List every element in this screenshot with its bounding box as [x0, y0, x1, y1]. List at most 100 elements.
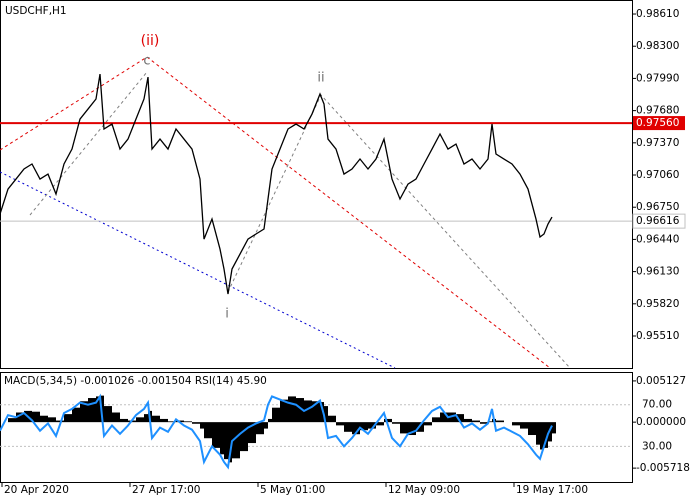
macd-bar: [552, 422, 556, 434]
y-tick-label: 0.96440: [636, 233, 679, 245]
macd-bar: [96, 396, 100, 423]
macd-bar: [72, 407, 80, 423]
y-tick-label: 0.005127: [636, 375, 686, 387]
wave-label: i: [225, 307, 229, 322]
y2-tick-label: 70.00: [642, 399, 672, 411]
y-tick-label: 0.97990: [636, 72, 679, 84]
macd-bar: [496, 420, 504, 423]
macd-bar: [120, 418, 128, 423]
macd-bar: [304, 400, 312, 423]
y-tick-label: 0.98610: [636, 8, 679, 20]
macd-bar: [220, 422, 224, 455]
macd-bar: [272, 407, 280, 423]
last-price-tag: [632, 213, 686, 229]
macd-bar: [32, 411, 40, 423]
macd-bar: [488, 421, 492, 423]
macd-bar: [240, 422, 248, 452]
y-tick-label: 0.96130: [636, 266, 679, 278]
macd-bar: [40, 415, 48, 423]
indicator-title: MACD(5,34,5) -0.001026 -0.001504 RSI(14)…: [4, 375, 267, 387]
y2-tick-label: 30.00: [642, 440, 672, 452]
macd-bar: [324, 406, 328, 423]
level-tag: [633, 116, 685, 131]
macd-bar: [88, 398, 96, 423]
macd-bar: [536, 422, 540, 445]
macd-bar: [280, 399, 288, 423]
x-tick-label: 20 Apr 2020: [4, 484, 69, 496]
y-tick-label: 0.97060: [636, 169, 679, 181]
macd-bar: [104, 406, 112, 423]
macd-bar: [376, 422, 384, 426]
macd-bar: [512, 422, 520, 426]
macd-bar: [256, 422, 264, 435]
x-tick-label: 27 Apr 17:00: [132, 484, 200, 496]
macd-bar: [56, 420, 64, 423]
macd-bar: [64, 414, 72, 423]
channel-line: [0, 171, 396, 369]
macd-bar: [288, 396, 296, 423]
macd-bar: [168, 421, 176, 423]
wave-line: [29, 71, 148, 216]
macd-bar: [480, 422, 488, 424]
macd-bar: [544, 422, 548, 448]
y-tick-label: 0.95820: [636, 298, 679, 310]
macd-bar: [160, 418, 168, 423]
macd-bar: [424, 422, 432, 426]
x-tick-label: 12 May 09:00: [388, 484, 460, 496]
macd-bar: [232, 422, 240, 459]
macd-bar: [336, 422, 344, 426]
macd-bar: [248, 422, 256, 444]
y-tick-label: 0.000000: [636, 416, 686, 428]
macd-bar: [520, 422, 528, 429]
macd-bar: [268, 418, 272, 423]
macd-bar: [392, 422, 400, 424]
macd-bar: [440, 412, 448, 423]
macd-bar: [408, 422, 416, 436]
y-tick-label: 0.97370: [636, 137, 679, 149]
y-tick-label: 0.97680: [636, 105, 679, 117]
macd-bar: [360, 422, 368, 431]
indicator-panel-frame: [0, 372, 633, 483]
macd-bar: [472, 420, 480, 423]
macd-bar: [152, 415, 160, 423]
macd-bar: [312, 401, 320, 423]
macd-bar: [212, 422, 220, 448]
macd-bar: [320, 402, 324, 423]
macd-bar: [352, 422, 360, 435]
macd-bar: [464, 418, 472, 423]
macd-bar: [192, 422, 200, 424]
macd-bar: [228, 422, 232, 463]
price-line: [0, 73, 553, 295]
wave-label: c: [143, 54, 150, 69]
macd-bar: [144, 414, 148, 423]
macd-bar: [8, 418, 16, 423]
macd-bar: [344, 422, 352, 432]
chart-title: USDCHF,H1: [5, 5, 67, 17]
macd-bar: [112, 412, 120, 423]
rsi-line: [0, 393, 553, 470]
macd-bar: [200, 422, 204, 429]
macd-bar: [224, 422, 228, 460]
x-tick-label: 19 May 17:00: [516, 484, 588, 496]
macd-bar: [448, 412, 456, 423]
y-tick-label: -0.005718: [636, 462, 690, 474]
macd-bar: [528, 422, 536, 436]
macd-bar: [400, 422, 408, 434]
macd-bar: [264, 422, 268, 429]
x-tick-label: 5 May 01:00: [260, 484, 325, 496]
macd-bar: [204, 422, 212, 439]
level-label: 0.97560: [636, 117, 679, 129]
wave-label: (ii): [141, 33, 160, 49]
macd-bar: [384, 418, 392, 423]
y-tick-label: 0.98300: [636, 40, 679, 52]
main-panel-frame: [0, 0, 633, 369]
macd-bar: [136, 417, 144, 423]
macd-bar: [328, 415, 336, 423]
macd-bar: [296, 398, 304, 423]
macd-bar: [432, 417, 440, 423]
y-tick-label: 0.95510: [636, 330, 679, 342]
macd-bar: [368, 422, 376, 429]
wave-label: ii: [317, 71, 324, 86]
macd-bar: [80, 401, 88, 423]
